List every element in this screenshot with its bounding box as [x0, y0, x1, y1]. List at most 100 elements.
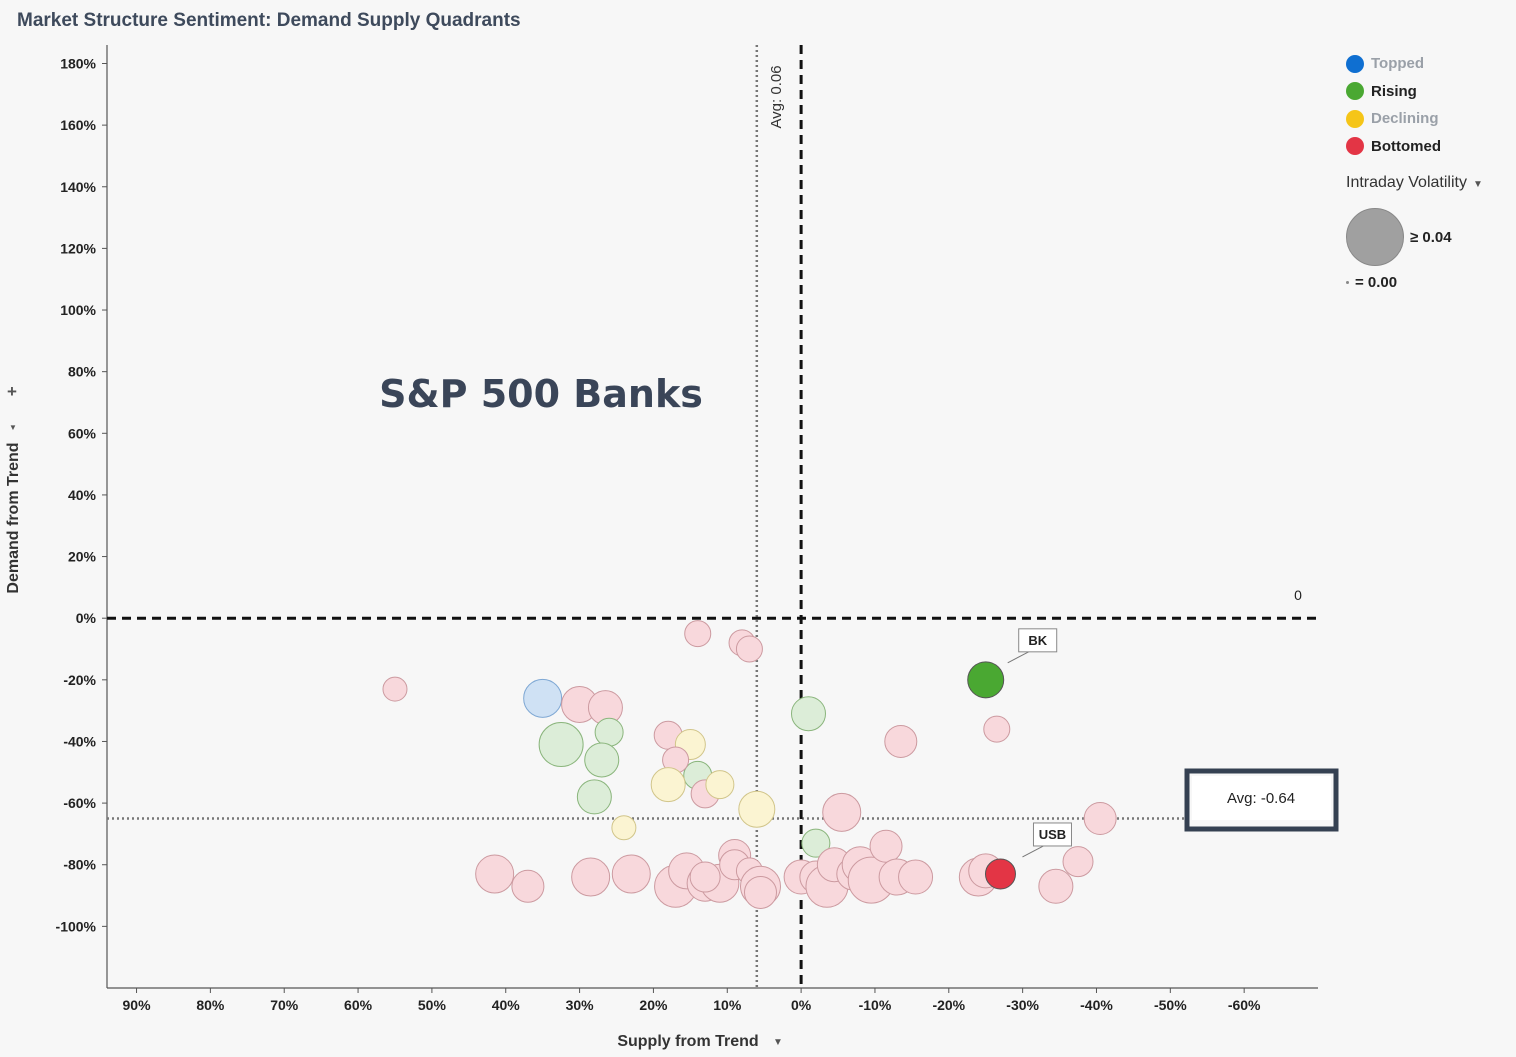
y-axis-dropdown-caret: ▼ — [9, 423, 17, 432]
data-point-rising — [584, 742, 620, 778]
data-point-rising — [967, 661, 1005, 699]
topped-color-swatch — [1346, 54, 1364, 73]
size-legend-title: Intraday Volatility — [1346, 174, 1467, 191]
x-tick-label: 30% — [566, 997, 595, 1013]
chevron-down-icon: ▼ — [1472, 179, 1483, 190]
legend-label-topped: Topped — [1371, 55, 1425, 73]
data-point-declining — [738, 790, 776, 828]
y-tick-label: -100% — [56, 918, 97, 934]
data-point-declining — [611, 815, 637, 841]
y-tick-label: 80% — [68, 364, 97, 380]
x-tick-label: 80% — [196, 997, 225, 1013]
data-point-bottomed — [735, 635, 763, 663]
data-point-declining — [650, 767, 686, 803]
data-point-declining — [705, 770, 735, 800]
x-tick-label: -40% — [1080, 997, 1113, 1013]
data-point-bottomed — [884, 724, 918, 758]
legend-item-bottomed[interactable]: Bottomed — [1346, 133, 1511, 161]
avg-y-label-background — [1192, 776, 1331, 820]
y-tick-label: -40% — [63, 733, 96, 749]
data-point-bottomed — [684, 620, 712, 648]
data-point-bottomed — [1038, 868, 1074, 904]
callout-leader-line — [1007, 651, 1029, 664]
data-point-bottomed — [898, 859, 934, 895]
data-point-bottomed — [1062, 846, 1094, 878]
x-tick-label: 10% — [713, 997, 742, 1013]
rising-color-swatch — [1346, 82, 1364, 101]
callout-box — [1032, 822, 1072, 847]
y-tick-label: 0% — [76, 610, 97, 626]
size-legend-min: = 0.00 — [1346, 274, 1511, 291]
x-tick-label: 50% — [418, 997, 447, 1013]
legend-item-topped[interactable]: Topped — [1346, 50, 1511, 78]
declining-color-swatch — [1346, 109, 1364, 128]
page-title: Market Structure Sentiment: Demand Suppl… — [17, 10, 521, 31]
data-point-bottomed — [822, 792, 862, 832]
size-legend-dropdown[interactable]: Intraday Volatility ▼ — [1346, 174, 1511, 192]
bottomed-color-swatch — [1346, 137, 1364, 156]
data-point-bottomed — [983, 715, 1011, 743]
callout-box — [1018, 628, 1058, 653]
x-axis-dropdown-caret: ▼ — [773, 1037, 783, 1048]
x-tick-label: 70% — [270, 997, 299, 1013]
data-point-bottomed — [743, 875, 777, 909]
legend-label-rising: Rising — [1371, 82, 1417, 100]
data-point-topped — [523, 678, 563, 718]
x-tick-label: 60% — [344, 997, 373, 1013]
data-point-bottomed — [571, 857, 611, 897]
x-tick-label: -10% — [859, 997, 892, 1013]
x-tick-label: 40% — [492, 997, 521, 1013]
avg-x-label: Avg: 0.06 — [768, 65, 785, 128]
size-min-label: = 0.00 — [1355, 274, 1398, 291]
legend-label-bottomed: Bottomed — [1371, 137, 1441, 155]
data-point-bottomed — [611, 854, 651, 894]
avg-y-label: Avg: -0.64 — [1227, 790, 1295, 807]
zero-line-label: 0 — [1294, 587, 1302, 603]
x-tick-label: -30% — [1006, 997, 1039, 1013]
data-point-bottomed — [475, 854, 515, 894]
size-max-circle — [1346, 208, 1404, 266]
y-axis-title: Demand from Trend — [5, 442, 22, 593]
legend-label-declining: Declining — [1371, 110, 1439, 128]
data-point-rising — [538, 722, 584, 768]
data-point-rising — [576, 779, 612, 815]
y-tick-label: 160% — [60, 117, 96, 133]
x-tick-label: 90% — [123, 997, 152, 1013]
data-point-bottomed — [689, 861, 721, 893]
y-tick-label: -20% — [63, 672, 96, 688]
legend-item-declining[interactable]: Declining — [1346, 105, 1511, 133]
callout-label-usb: USB — [1039, 827, 1066, 842]
callout-leader-line — [1022, 845, 1044, 858]
y-tick-label: -80% — [63, 857, 96, 873]
data-point-bottomed — [984, 858, 1016, 890]
legend: Topped Rising Declining Bottomed Intrada… — [1346, 50, 1511, 291]
data-point-bottomed — [1083, 802, 1117, 836]
avg-y-highlight-box — [1184, 768, 1339, 832]
x-axis-title: Supply from Trend — [617, 1033, 758, 1050]
y-tick-label: 180% — [60, 55, 96, 71]
y-tick-label: 20% — [68, 549, 97, 565]
x-tick-label: -50% — [1154, 997, 1187, 1013]
x-tick-label: 20% — [639, 997, 668, 1013]
x-tick-label: -20% — [932, 997, 965, 1013]
y-tick-label: 40% — [68, 487, 97, 503]
legend-item-rising[interactable]: Rising — [1346, 78, 1511, 106]
x-tick-label: 0% — [791, 997, 812, 1013]
y-tick-label: 60% — [68, 425, 97, 441]
y-tick-label: 120% — [60, 240, 96, 256]
size-min-dot — [1346, 281, 1349, 284]
data-point-rising — [594, 717, 624, 747]
size-max-label: ≥ 0.04 — [1410, 228, 1452, 246]
y-tick-label: 140% — [60, 179, 96, 195]
y-axis-plus-marker: + — [7, 382, 17, 401]
size-legend-max: ≥ 0.04 — [1346, 208, 1511, 266]
x-tick-label: -60% — [1228, 997, 1261, 1013]
data-point-bottomed — [511, 869, 545, 903]
chart-watermark-title: S&P 500 Banks — [379, 372, 703, 416]
data-point-rising — [801, 828, 831, 858]
callout-label-bk: BK — [1028, 633, 1047, 648]
y-tick-label: 100% — [60, 302, 96, 318]
data-point-rising — [790, 696, 826, 732]
data-point-bottomed — [382, 676, 408, 702]
y-tick-label: -60% — [63, 795, 96, 811]
